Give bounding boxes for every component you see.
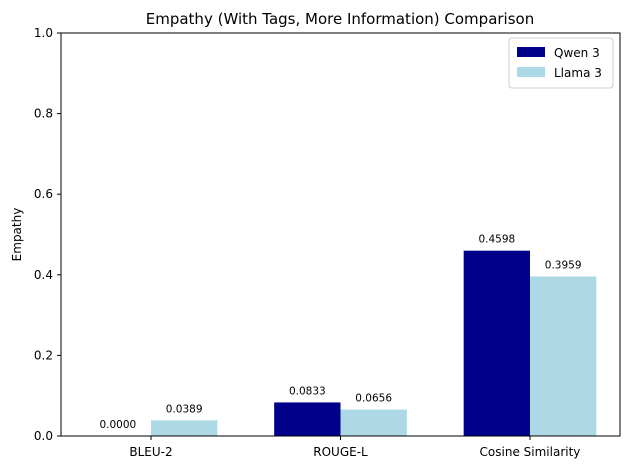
data-label: 0.0000 [99, 419, 136, 431]
bar-llama-3-cosine-similarity [529, 276, 597, 436]
y-tick-label: 0.0 [34, 429, 53, 443]
data-label: 0.0833 [289, 385, 326, 397]
legend-label: Llama 3 [554, 66, 602, 80]
data-label: 0.0656 [355, 393, 392, 405]
y-axis: 0.0 0.2 0.4 0.6 0.8 1.0 [34, 26, 61, 443]
y-tick-label: 0.4 [34, 268, 53, 282]
x-tick-label: Cosine Similarity [480, 445, 581, 459]
legend-swatch [517, 67, 545, 77]
bar-llama-3-rouge-l [340, 409, 407, 436]
data-labels-layer: 0.0000 0.0833 0.4598 0.0389 0.0656 0.3959 [99, 234, 581, 431]
y-tick-label: 1.0 [34, 26, 53, 40]
bar-qwen-3-cosine-similarity [463, 250, 530, 436]
x-tick-label: ROUGE-L [313, 445, 368, 459]
bar-qwen-3-rouge-l [274, 402, 341, 436]
data-label: 0.4598 [478, 234, 515, 246]
y-tick-label: 0.8 [34, 107, 53, 121]
y-axis-label: Empathy [10, 208, 24, 262]
x-tick-label: BLEU-2 [129, 445, 172, 459]
bar-llama-3-bleu-2 [151, 420, 218, 436]
data-label: 0.0389 [166, 403, 203, 415]
legend-swatch [517, 47, 545, 57]
y-tick-label: 0.6 [34, 187, 53, 201]
x-axis: BLEU-2 ROUGE-L Cosine Similarity [129, 436, 580, 459]
y-tick-label: 0.2 [34, 348, 53, 362]
legend: Qwen 3 Llama 3 [508, 37, 614, 89]
legend-label: Qwen 3 [554, 46, 600, 60]
chart-title: Empathy (With Tags, More Information) Co… [146, 10, 534, 28]
data-label: 0.3959 [545, 259, 582, 271]
bars-layer [151, 250, 597, 436]
